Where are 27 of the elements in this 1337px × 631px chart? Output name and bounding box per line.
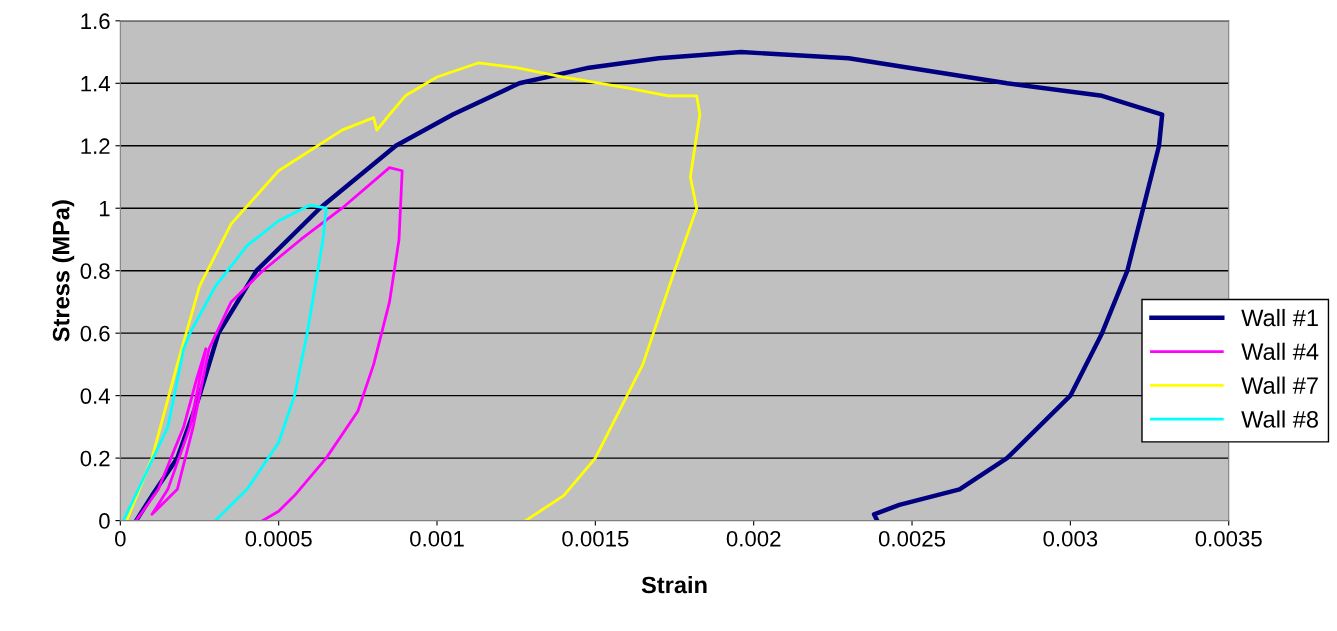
x-tick-label: 0.002: [726, 530, 781, 547]
y-tick-label: 0.8: [80, 263, 110, 279]
x-axis-title: Strain: [641, 576, 707, 594]
y-tick-label: 0: [99, 513, 110, 529]
x-tick-label: 0: [115, 530, 126, 547]
y-tick-label: 0.6: [80, 325, 110, 342]
legend-label: Wall #7: [1241, 376, 1318, 394]
y-tick-label: 0.2: [80, 450, 110, 467]
line-series: [125, 61, 702, 521]
legend-label: Wall #8: [1241, 410, 1318, 428]
y-axis-title: Stress (MPa): [52, 200, 75, 342]
x-tick-label: 0.003: [1043, 530, 1098, 547]
y-tick-label: 0.4: [80, 388, 110, 404]
line-series: [134, 166, 404, 521]
legend-label: Wall #4: [1241, 342, 1319, 361]
x-tick-label: 0.0015: [562, 530, 629, 547]
x-tick-label: 0.0005: [245, 530, 312, 547]
legend-label: Wall #1: [1241, 308, 1318, 327]
x-tick-label: 0.001: [410, 530, 464, 547]
x-tick-label: 0.0025: [878, 530, 946, 547]
y-tick-label: 1.2: [81, 138, 110, 154]
y-tick-label: 1.4: [81, 76, 110, 92]
line-series: [133, 49, 1165, 521]
line-series: [122, 203, 328, 521]
y-tick-label: 1: [99, 200, 110, 217]
x-tick-label: 0.0035: [1195, 530, 1262, 547]
y-tick-label: 1.6: [81, 13, 110, 30]
